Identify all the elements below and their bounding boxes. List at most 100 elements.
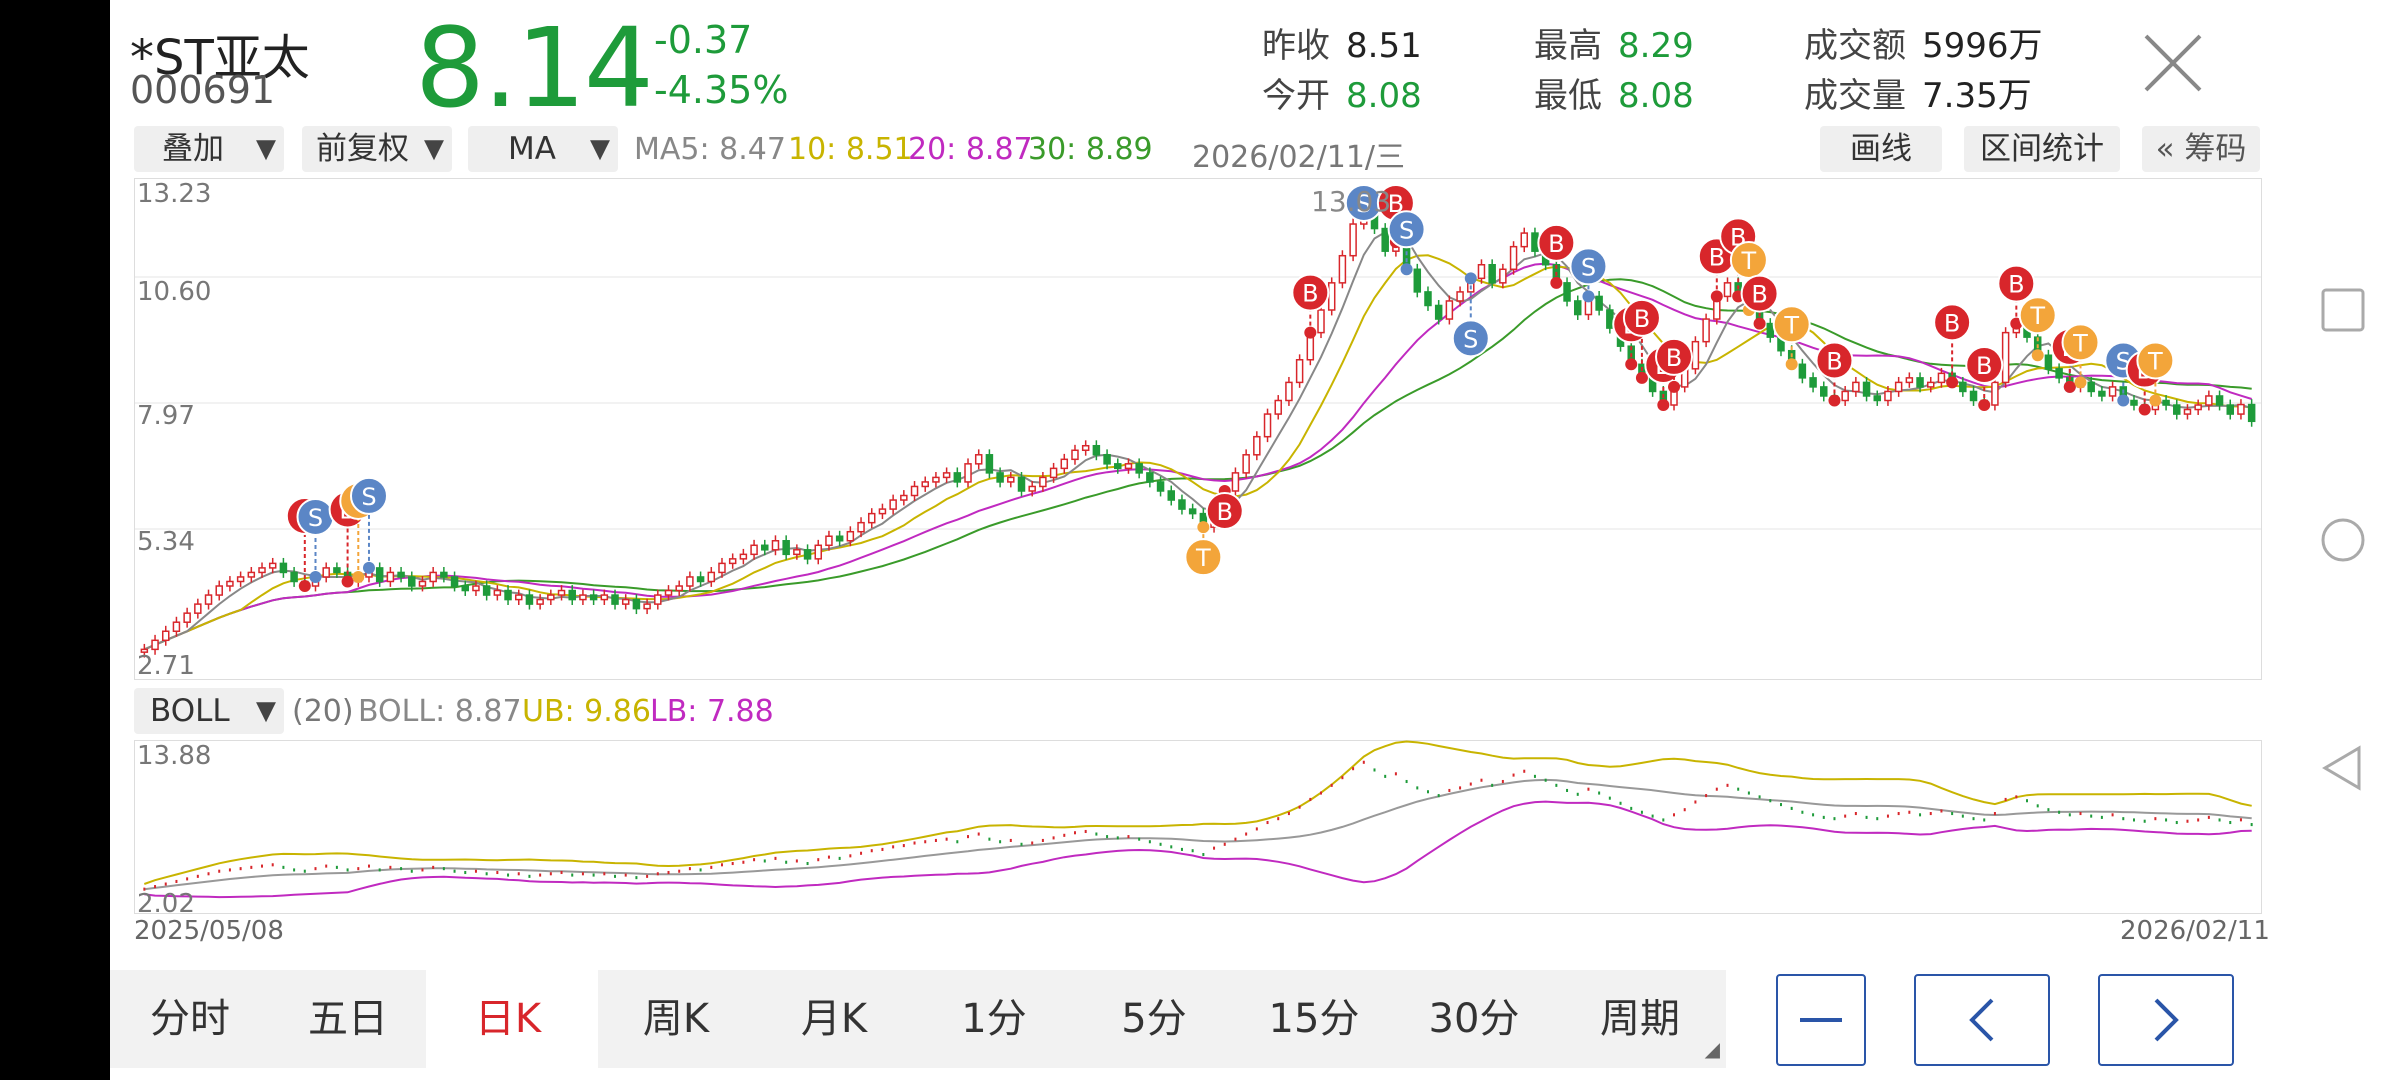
period-tabs: 分时 五日 日K 周K 月K 1分 5分 15分 30分 周期 ◢ (110, 970, 1726, 1068)
candle (1338, 250, 1347, 289)
sub-indicator-dropdown[interactable]: BOLL ▼ (134, 688, 284, 734)
candle (996, 467, 1004, 488)
candle (1563, 277, 1571, 307)
tab-period[interactable]: 周期 ◢ (1554, 970, 1726, 1068)
candle (1445, 295, 1454, 325)
candle (867, 508, 876, 529)
candle (482, 580, 491, 601)
candle (1841, 386, 1849, 406)
indicator-dropdown[interactable]: MA ▼ (468, 126, 618, 172)
overlay-dropdown[interactable]: 叠加 ▼ (134, 126, 284, 172)
candle (290, 567, 298, 587)
adjust-label: 前复权 (316, 131, 409, 167)
recent-apps-icon[interactable] (2315, 282, 2371, 338)
candle (707, 567, 716, 587)
draw-line-button[interactable]: 画线 (1820, 126, 1942, 172)
scroll-left-button[interactable] (1914, 974, 2050, 1066)
candle (1295, 354, 1304, 388)
candle (1092, 440, 1101, 461)
candle (1017, 471, 1026, 497)
candle (1349, 218, 1357, 262)
boll-mid-line (144, 778, 2252, 891)
stat-prev-close: 昨收 8.51 (1262, 26, 1422, 66)
ma30-line (143, 278, 2252, 651)
candle (2247, 399, 2256, 427)
boll-chart[interactable]: 13.88 2.02 (134, 740, 2262, 919)
range-stats-button[interactable]: 区间统计 (1964, 126, 2120, 172)
tab-1min[interactable]: 1分 (914, 970, 1074, 1068)
candle (2055, 363, 2063, 384)
candle (1520, 227, 1529, 253)
chips-button[interactable]: « 筹码 (2142, 126, 2260, 172)
tab-30min[interactable]: 30分 (1394, 970, 1554, 1068)
candle (728, 553, 737, 569)
candle (1926, 376, 1935, 393)
tab-daily-k[interactable]: 日K (426, 970, 590, 1068)
candle (493, 585, 502, 601)
candle (2215, 390, 2224, 411)
svg-text:B: B (1388, 190, 1404, 218)
candle (1809, 372, 1817, 393)
cursor-date: 2026/02/11/三 (1192, 140, 1406, 175)
candle (2194, 399, 2202, 415)
tab-five-day[interactable]: 五日 (270, 970, 426, 1068)
svg-text:S: S (1463, 325, 1478, 353)
candle (1884, 386, 1892, 406)
stock-name: *ST亚太 (130, 30, 310, 86)
candle (1477, 259, 1486, 284)
tab-5min[interactable]: 5分 (1074, 970, 1234, 1068)
signal-marker: S (349, 476, 388, 574)
candle (2108, 381, 2117, 402)
candle (1798, 358, 1807, 384)
overlay-label: 叠加 (162, 131, 224, 167)
svg-text:B: B (1826, 347, 1842, 375)
candle (450, 571, 459, 592)
candle (589, 589, 598, 606)
tab-monthly-k[interactable]: 月K (754, 970, 914, 1068)
candle (643, 598, 651, 615)
candle (1381, 223, 1389, 257)
kline-chart[interactable]: BSBTSTBBSBSSBSBBBBBBTBTBBBBTSBTSBT 13.23… (134, 178, 2262, 681)
caret-down-icon: ▼ (590, 134, 610, 164)
tab-weekly-k[interactable]: 周K (598, 970, 754, 1068)
home-icon[interactable] (2315, 512, 2371, 568)
sub-indicator-label: BOLL (150, 693, 230, 729)
stock-detail-screen: *ST亚太 000691 8.14 -0.37 -4.35% 昨收 8.51 今开… (110, 0, 2285, 1080)
svg-text:T: T (2147, 347, 2163, 375)
candle (953, 467, 962, 488)
ma20-line (143, 262, 2252, 651)
candle (1178, 494, 1186, 515)
tab-15min[interactable]: 15分 (1234, 970, 1394, 1068)
minus-icon (1800, 1018, 1842, 1022)
signal-marker: T (1184, 521, 1223, 577)
candle (1905, 372, 1914, 388)
svg-text:B: B (1302, 280, 1318, 308)
candle (696, 571, 705, 587)
candle (1862, 376, 1871, 402)
candle (1039, 471, 1047, 492)
candle (504, 585, 512, 606)
candle (333, 562, 341, 578)
candle (825, 530, 833, 551)
candle (408, 571, 416, 592)
signal-marker: B (1933, 303, 1972, 389)
zoom-out-button[interactable] (1776, 974, 1866, 1066)
candle (151, 634, 159, 655)
candle (1766, 318, 1775, 343)
svg-text:S: S (1581, 253, 1596, 281)
scroll-right-button[interactable] (2098, 974, 2234, 1066)
svg-text:S: S (361, 483, 376, 511)
candle (1991, 376, 1999, 411)
candle (386, 567, 395, 587)
adjust-dropdown[interactable]: 前复权 ▼ (302, 126, 452, 172)
candle (1488, 259, 1496, 289)
candle (1028, 481, 1036, 497)
tab-intraday[interactable]: 分时 (110, 970, 270, 1068)
candle (814, 539, 823, 565)
candle (675, 580, 683, 596)
stat-open: 今开 8.08 (1262, 76, 1422, 116)
svg-text:S: S (308, 504, 323, 532)
candle (397, 567, 405, 583)
back-icon[interactable] (2315, 740, 2371, 796)
close-button[interactable] (2140, 30, 2206, 96)
